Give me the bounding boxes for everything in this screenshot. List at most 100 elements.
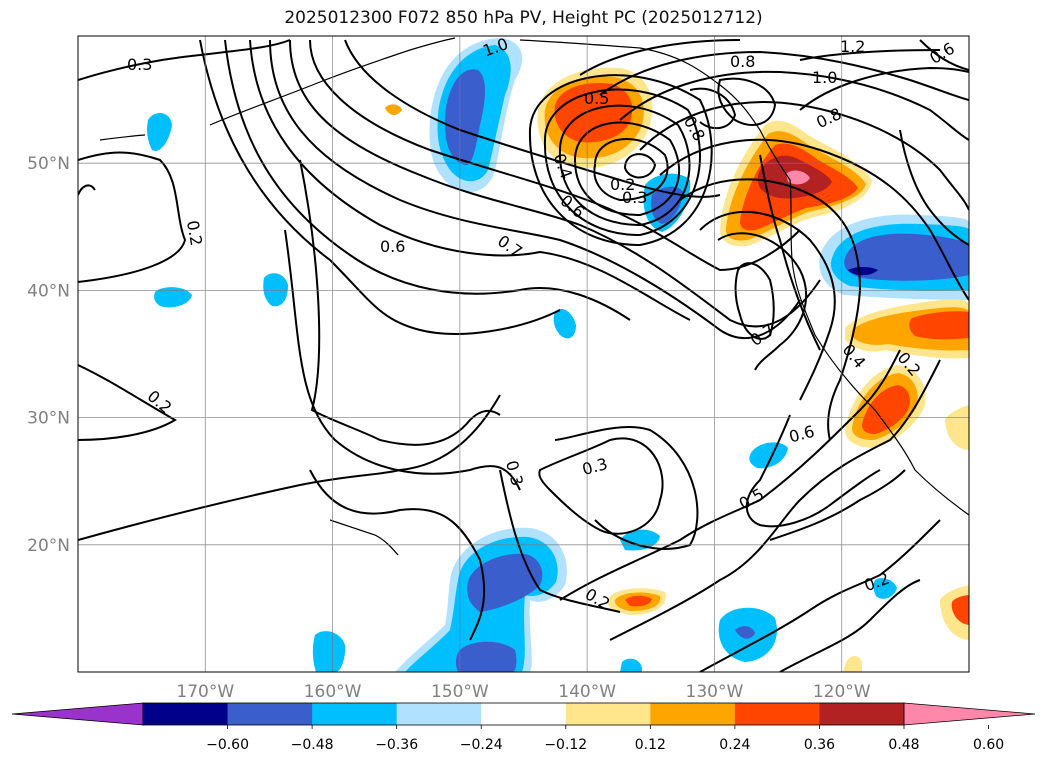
colorbar-tick-label: 0.12 [635,737,666,753]
contour-label: 0.6 [380,237,405,256]
contour-line [717,77,777,126]
neg-anomaly-region [455,641,517,672]
colorbar-tick-label: 0.48 [888,737,919,753]
colorbar-outline [142,702,905,726]
contour-line [799,66,969,111]
contour-line [679,178,862,441]
map-gridlines [78,36,969,672]
neg-anomaly-region [263,273,288,307]
contour-line [593,138,669,202]
colorbar-swatch [819,703,905,725]
colorbar-swatch [481,703,567,725]
contour-line [779,579,921,672]
coastlines [99,37,969,556]
coastline [329,519,399,556]
contour-label: 0.8 [730,52,755,71]
contour-label: 1.2 [840,37,865,56]
y-tick-label: 20°N [27,536,70,556]
contour-line [745,414,881,528]
pos-anomaly-region [862,385,910,434]
contour-line [78,151,187,283]
contour-line [717,232,808,371]
contour-line [309,39,801,272]
colorbar-swatch [312,703,398,725]
neg-anomaly-region [620,529,660,551]
colorbar-swatch [396,703,482,725]
x-tick-label: 140°W [558,682,616,702]
neg-anomaly-region [848,267,878,276]
coastline [519,39,969,516]
longitude-labels: 170°W 160°W 150°W 140°W 130°W 120°W [176,682,870,702]
contour-line [78,39,291,81]
contour-line [528,74,713,247]
pos-anomaly-region [945,405,969,450]
pos-anomaly-region [625,595,652,607]
y-tick-label: 30°N [27,409,70,429]
x-tick-label: 130°W [686,682,744,702]
colorbar-tick-label: 0.36 [804,737,835,753]
pos-anomaly-region [951,595,969,625]
contour-line [623,153,657,179]
contour-line [284,229,521,491]
chart-title: 2025012300 F072 850 hPa PV, Height PC (2… [284,8,763,28]
contour-line [659,138,969,301]
y-tick-label: 50°N [27,154,70,174]
contour-label: 1.0 [812,68,837,87]
contour-line [269,39,801,340]
x-tick-label: 150°W [431,682,489,702]
coastline [99,134,146,141]
colorbar-swatch [227,703,313,725]
colorbar-swatch [143,703,229,725]
contour-line [579,39,741,76]
map-frame [77,35,970,673]
contour-label: 0.3 [127,55,152,74]
contour-label: 0.2 [183,219,206,247]
contour-line [559,349,901,601]
neg-anomaly-region [650,186,683,224]
contour-line [199,39,561,335]
contour-line [309,469,486,641]
contour-line [558,104,691,227]
colorbar-tick-label: −0.36 [375,737,418,753]
colorbar-swatch [650,703,736,725]
colorbar-extend-min [11,702,144,726]
contour-line [759,154,821,351]
pos-anomaly-region [385,104,402,115]
contour-line [538,437,664,535]
neg-anomaly-region [312,631,346,672]
coastline [209,37,456,126]
contour-line [799,49,941,61]
colorbar-extend-max [903,702,1036,726]
neg-anomaly-region [467,553,543,612]
x-tick-label: 170°W [176,682,234,702]
contour-line [543,88,701,237]
colorbar-swatch [565,703,651,725]
pos-anomaly-region [554,82,633,143]
colorbar-tick-label: 0.24 [719,737,750,753]
x-tick-label: 120°W [813,682,871,702]
contour-line [699,519,941,672]
contour-label: 0.2 [610,175,635,194]
contour-line [78,184,96,196]
colorbar-tick-label: −0.12 [544,737,587,753]
contour-label: 0.3 [622,188,647,207]
neg-anomaly-region [873,578,897,599]
contour-line [499,469,621,613]
contour-line [699,210,836,401]
pos-anomaly-region [786,170,810,185]
neg-anomaly-region [445,69,485,165]
neg-anomaly-region [553,308,576,339]
contour-line [619,70,969,141]
contour-line [78,364,177,441]
colorbar-tick-label: −0.48 [291,737,334,753]
contour-line [609,359,941,641]
pos-anomaly-region [909,311,969,340]
contour-line [554,426,699,550]
neg-anomaly-region [735,626,755,639]
neg-anomaly-region [147,113,172,151]
colorbar-tick-label: −0.24 [460,737,503,753]
contour-line [769,469,906,541]
pos-anomaly-region [843,655,862,672]
contour-line [573,121,681,217]
